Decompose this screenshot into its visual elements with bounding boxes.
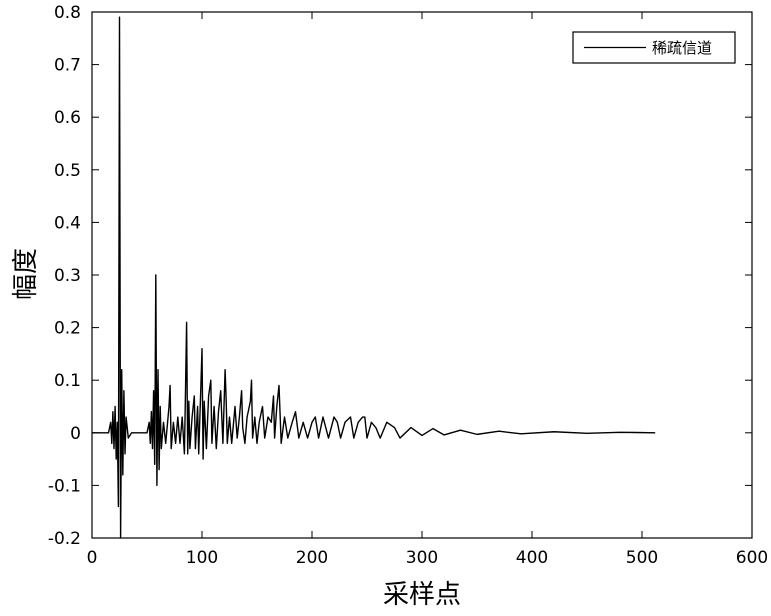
y-tick-label: 0 <box>70 424 81 444</box>
x-tick-label: 400 <box>516 548 548 568</box>
y-tick-label: -0.2 <box>48 529 81 549</box>
y-tick-label: 0.7 <box>54 56 81 76</box>
y-tick-label: 0.5 <box>54 161 81 181</box>
y-tick-label: 0.3 <box>54 266 81 286</box>
y-tick-label: 0.2 <box>54 319 81 339</box>
y-tick-label: 0.1 <box>54 371 81 391</box>
y-tick-label: 0.6 <box>54 108 81 128</box>
y-tick-label: -0.1 <box>48 476 81 496</box>
y-tick-label: 0.8 <box>54 3 81 23</box>
y-axis-title: 幅度 <box>11 248 41 300</box>
x-tick-label: 100 <box>186 548 218 568</box>
legend: 稀疏信道 <box>573 32 735 63</box>
y-tick-label: 0.4 <box>54 213 81 233</box>
x-tick-label: 500 <box>626 548 658 568</box>
x-tick-label: 0 <box>87 548 98 568</box>
x-axis-title: 采样点 <box>383 580 461 610</box>
x-tick-label: 200 <box>296 548 328 568</box>
x-tick-label: 300 <box>406 548 438 568</box>
plot-background <box>92 12 752 538</box>
x-tick-label: 600 <box>736 548 768 568</box>
legend-label-sparse-channel: 稀疏信道 <box>652 39 712 57</box>
